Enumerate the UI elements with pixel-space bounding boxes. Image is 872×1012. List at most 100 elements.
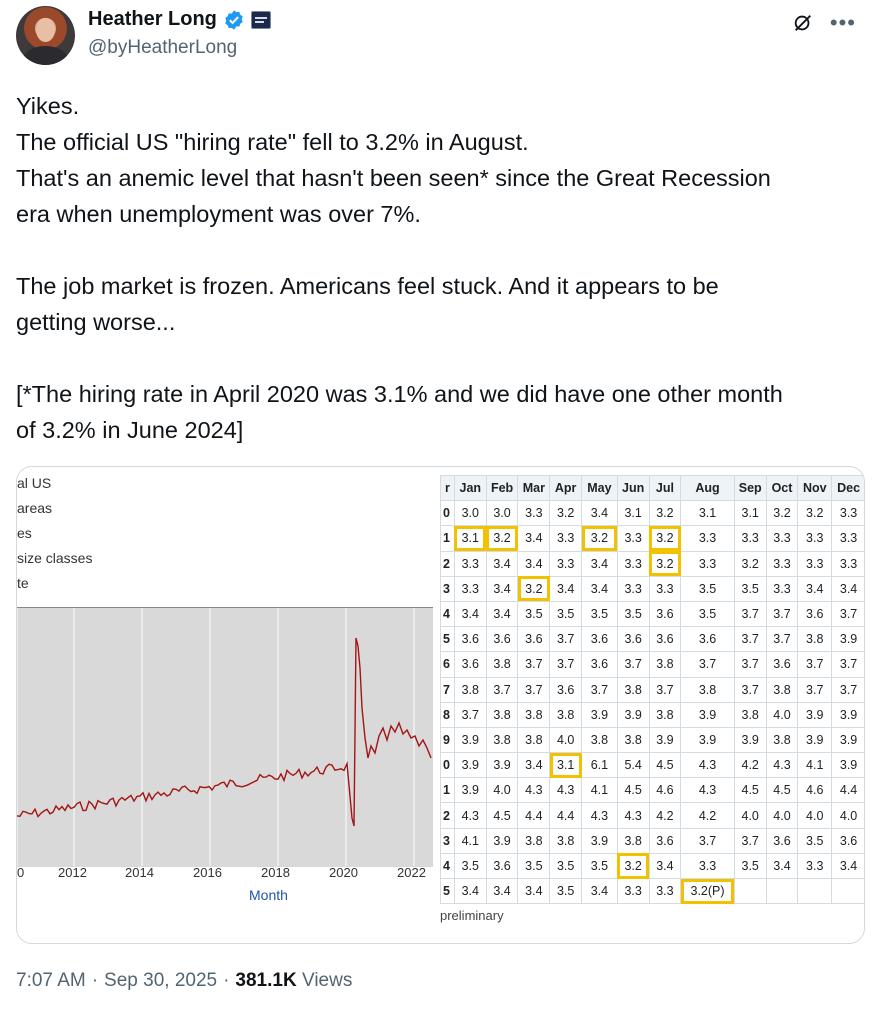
rate-cell: 3.6 (648, 626, 682, 653)
rate-cell: 3.7 (549, 651, 583, 678)
rate-cell: 3.9 (648, 726, 682, 754)
rate-cell: 3.8 (485, 651, 519, 678)
legend-item: size classes (17, 550, 93, 566)
year-cell: 9 (440, 726, 455, 754)
rate-cell: 3.2 (581, 525, 618, 552)
rate-cell: 3.7 (485, 676, 519, 703)
rate-cell: 3.8 (765, 676, 799, 703)
rate-cell: 3.7 (765, 600, 799, 628)
rate-cell: 3.8 (549, 701, 583, 728)
tweet-text-line: era when unemployment was over 7%. (16, 201, 421, 227)
rate-cell: 3.9 (616, 701, 650, 728)
rate-cell: 3.6 (680, 626, 735, 653)
hiring-rate-table: r Jan Feb Mar Apr May Jun Jul Aug Sep Oct Nov Dec 0 3.… (440, 474, 864, 905)
rate-cell: 3.8 (616, 827, 650, 854)
table-row: 9 3.9 3.8 3.8 4.0 3.8 3.8 3.9 3.9 3.9 3.8 3.9 3.9 (440, 726, 864, 754)
rate-cell: 3.5 (549, 600, 583, 628)
rate-cell: 3.3 (616, 525, 650, 552)
rate-cell: 4.3 (616, 802, 650, 829)
rate-cell: 3.3 (797, 550, 833, 577)
rate-cell: 3.3 (517, 500, 551, 527)
legend-item: al US (17, 475, 52, 491)
rate-cell: 4.5 (485, 802, 519, 829)
rate-cell: 3.9 (453, 726, 487, 754)
avatar[interactable] (16, 6, 75, 65)
rate-cell: 3.5 (581, 600, 618, 628)
rate-cell: 3.3 (797, 852, 833, 880)
rate-cell: 4.2 (733, 752, 767, 779)
rate-cell: 3.8 (485, 726, 519, 754)
tweet-text-line (16, 232, 866, 268)
table-row: 6 3.6 3.8 3.7 3.7 3.6 3.7 3.8 3.7 3.7 3.6 3.7 3.7 (440, 651, 864, 678)
year-cell: 2 (440, 550, 455, 577)
post-date[interactable]: Sep 30, 2025 (104, 970, 218, 991)
tweet-text-line: getting worse... (16, 309, 176, 335)
tweet-text-line: That's an anemic level that hasn't been … (16, 165, 771, 191)
rate-cell: 4.0 (765, 802, 799, 829)
post-time[interactable]: 7:07 AM (16, 970, 86, 991)
rate-cell: 3.6 (485, 626, 519, 653)
x-tick-label: 0 (17, 865, 25, 880)
table-header-cell: Jul (648, 474, 682, 502)
table-row: 1 3.9 4.0 4.3 4.3 4.1 4.5 4.6 4.3 4.5 4.5 4.6 4.4 (440, 777, 864, 804)
rate-cell: 3.8 (485, 701, 519, 728)
rate-cell: 3.8 (797, 626, 833, 653)
rate-cell: 3.4 (453, 600, 487, 628)
rate-cell: 3.5 (517, 600, 551, 628)
year-cell: 3 (440, 575, 455, 602)
author-handle[interactable]: @byHeatherLong (88, 37, 238, 58)
table-header-cell: Oct (765, 474, 799, 502)
rate-cell: 4.5 (765, 777, 799, 804)
more-options-icon[interactable]: ••• (829, 10, 856, 35)
rate-cell: 3.1 (680, 500, 735, 527)
rate-cell: 3.9 (581, 701, 618, 728)
separator: · (223, 970, 230, 991)
tweet-text-line: The official US "hiring rate" fell to 3.… (16, 129, 529, 155)
rate-cell (797, 877, 833, 905)
year-cell: 1 (440, 777, 455, 804)
rate-cell: 3.6 (453, 626, 487, 653)
rate-cell: 3.3 (549, 525, 583, 552)
rate-cell: 3.1 (453, 525, 487, 552)
rate-cell: 3.3 (680, 550, 735, 577)
table-header-cell: Feb (485, 474, 519, 502)
year-cell: 0 (440, 500, 455, 527)
rate-cell: 3.4 (517, 752, 551, 779)
rate-cell: 3.7 (831, 600, 864, 628)
rate-cell: 3.4 (581, 500, 618, 527)
year-cell: 8 (440, 701, 455, 728)
rate-cell: 3.6 (453, 651, 487, 678)
rate-cell: 3.2 (648, 550, 682, 577)
rate-cell: 3.7 (680, 827, 735, 854)
tweet-text-line: [*The hiring rate in April 2020 was 3.1%… (16, 381, 783, 407)
rate-cell: 4.4 (517, 802, 551, 829)
rate-cell: 3.6 (797, 600, 833, 628)
rate-cell: 4.5 (616, 777, 650, 804)
affiliation-badge-icon[interactable] (250, 10, 271, 29)
rate-cell: 3.1 (549, 752, 583, 779)
rate-cell: 3.5 (733, 575, 767, 602)
tweet-text: Yikes. The official US "hiring rate" fell… (16, 88, 866, 448)
rate-cell: 3.6 (549, 676, 583, 703)
author-name[interactable]: Heather Long (88, 8, 217, 30)
rate-cell: 3.4 (831, 575, 864, 602)
rate-cell: 3.6 (581, 651, 618, 678)
year-cell: 0 (440, 752, 455, 779)
rate-cell: 3.5 (549, 877, 583, 905)
hiring-rate-series-line (17, 637, 432, 827)
rate-cell: 4.0 (485, 777, 519, 804)
table-row: 5 3.6 3.6 3.6 3.7 3.6 3.6 3.6 3.6 3.7 3.7 3.8 3.9 (440, 626, 864, 653)
x-tick-label: 2022 (397, 865, 426, 880)
year-cell: 5 (440, 877, 455, 905)
year-cell: 1 (440, 525, 455, 552)
rate-cell: 4.0 (733, 802, 767, 829)
rate-cell: 3.3 (765, 575, 799, 602)
rate-cell: 3.2 (648, 500, 682, 527)
table-row: 2 3.3 3.4 3.4 3.3 3.4 3.3 3.2 3.3 3.2 3.3 3.3 3.3 (440, 550, 864, 577)
grok-icon[interactable] (792, 12, 814, 34)
rate-cell: 3.8 (648, 651, 682, 678)
rate-cell: 3.4 (648, 852, 682, 880)
rate-cell: 3.4 (517, 877, 551, 905)
tweet-media[interactable]: al US areas es size classes te 0 2012 20… (16, 466, 865, 944)
rate-cell: 4.6 (648, 777, 682, 804)
